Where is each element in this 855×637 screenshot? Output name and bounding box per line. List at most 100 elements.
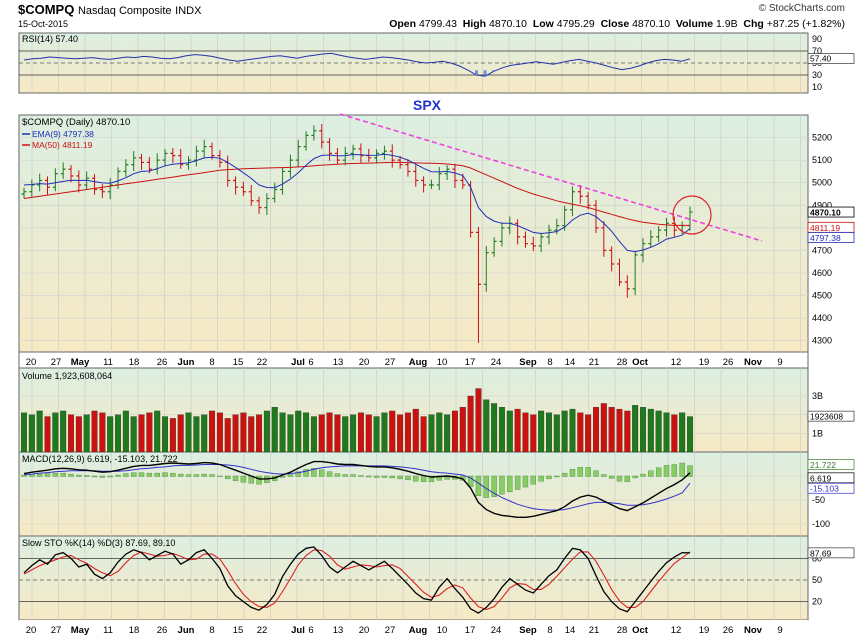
x-axis-label-top: 8 [547, 357, 552, 368]
macd-line [23, 460, 691, 518]
x-axis-label-bottom: 9 [777, 625, 782, 636]
rsi-oversold-fill [475, 70, 496, 77]
legend-ma50: MA(50) 4811.19 [32, 140, 93, 150]
volume-bar [36, 410, 43, 453]
macd-histogram-bar [256, 475, 262, 485]
x-axis-label-top: 27 [385, 357, 396, 368]
macd-tag: 21.722 [810, 460, 836, 470]
x-axis-label-top: 13 [333, 357, 344, 368]
volume-bar [216, 412, 223, 453]
rsi-tick-label: 70 [812, 46, 822, 56]
macd-tag-box [807, 472, 855, 484]
volume-bar [498, 407, 505, 453]
price-tick-label: 4300 [812, 336, 832, 346]
sto-tick-label: 20 [812, 597, 822, 607]
volume-bar [295, 410, 302, 453]
macd-histogram-bar [279, 475, 286, 478]
macd-histogram-bar [83, 475, 90, 477]
ma50-line [23, 161, 690, 226]
volume-bar [397, 414, 404, 453]
volume-bar [451, 410, 458, 453]
low-label: Low [532, 18, 554, 30]
macd-tick-label: -50 [812, 495, 825, 505]
rsi-value-tag: 57.40 [810, 54, 832, 64]
volume-bar [68, 414, 74, 453]
macd-histogram-bar [295, 471, 301, 477]
volume-bar [640, 407, 646, 453]
sto-panel [18, 535, 809, 621]
volume-bar [506, 410, 513, 453]
macd-histogram-bar [687, 465, 693, 477]
volume-bar [44, 416, 51, 453]
x-axis-label-top: 9 [777, 357, 782, 368]
macd-tag: 6.619 [810, 473, 832, 483]
volume-bar [193, 416, 200, 453]
macd-histogram-bar [397, 475, 403, 480]
macd-histogram-bar [240, 475, 247, 483]
volume-bar [248, 416, 255, 453]
volume-tick-label: 3B [812, 391, 823, 401]
chg-value: +87.25 (+1.82%) [766, 18, 845, 30]
volume-bar [303, 412, 310, 453]
x-axis-label-top: Aug [409, 357, 428, 368]
volume-bar [21, 412, 27, 453]
sto-tick-label: 50 [812, 575, 822, 585]
volume-bar [162, 416, 169, 453]
volume-bar [530, 414, 537, 453]
price-tick-label: 4500 [812, 291, 832, 301]
volume-bar [232, 414, 239, 453]
volume-bar [342, 416, 349, 453]
macd-tag-box [807, 459, 855, 470]
rsi-line [23, 52, 691, 77]
volume-bar [569, 408, 576, 453]
price-tag-box [807, 232, 855, 243]
volume-bar [679, 412, 686, 453]
x-axis-label-bottom: May [71, 625, 90, 636]
volume-bar [553, 414, 560, 453]
spx-annotation: SPX [413, 97, 442, 113]
x-axis-label-bottom: Sep [519, 625, 537, 636]
volume-bar [585, 414, 592, 453]
x-axis-label-top: Nov [744, 357, 763, 368]
x-axis-label-top: 15 [233, 357, 244, 368]
volume-bar [287, 414, 294, 453]
volume-bar [224, 418, 231, 453]
close-value: 4870.10 [632, 18, 671, 30]
x-axis-label-bottom: 8 [547, 625, 552, 636]
macd-tag-box [807, 482, 855, 494]
macd-histogram-bar [522, 475, 529, 488]
macd-histogram-bar [99, 475, 106, 478]
volume-bar [107, 416, 114, 453]
volume-bar [389, 410, 396, 453]
volume-bar [522, 412, 529, 453]
volume-bar [483, 399, 490, 453]
price-tag: 4811.19 [810, 223, 840, 233]
macd-histogram-bar [52, 472, 59, 477]
price-tag-box [807, 206, 855, 218]
macd-histogram-bar [115, 474, 121, 477]
volume-bar [115, 414, 121, 453]
macd-histogram-bar [569, 469, 576, 477]
macd-panel [18, 451, 809, 537]
sto-label: Slow STO %K(14) %D(3) 87.69, 89.10 [22, 538, 175, 548]
macd-histogram-bar [601, 474, 607, 477]
x-axis-label-bottom: Oct [632, 625, 649, 636]
volume-bar [514, 408, 521, 453]
volume-tag: 1923608 [810, 412, 843, 422]
x-axis-label-bottom: 18 [129, 625, 140, 636]
macd-histogram-bar [201, 473, 207, 477]
x-axis-label-bottom: Nov [744, 625, 763, 636]
x-axis-label-top: Jun [178, 357, 195, 368]
macd-histogram-bar [225, 475, 231, 480]
macd-histogram-bar [538, 475, 544, 482]
macd-histogram-bar [146, 472, 153, 477]
volume-bar [263, 410, 270, 453]
rsi-value-tag-box [807, 53, 855, 64]
macd-histogram-bar [663, 465, 670, 477]
rsi-tick-label: 10 [812, 82, 822, 92]
volume-bar [209, 410, 216, 453]
macd-histogram-bar [342, 474, 348, 477]
ohlc-readout: Open 4799.43 High 4870.10 Low 4795.29 Cl… [389, 18, 845, 30]
